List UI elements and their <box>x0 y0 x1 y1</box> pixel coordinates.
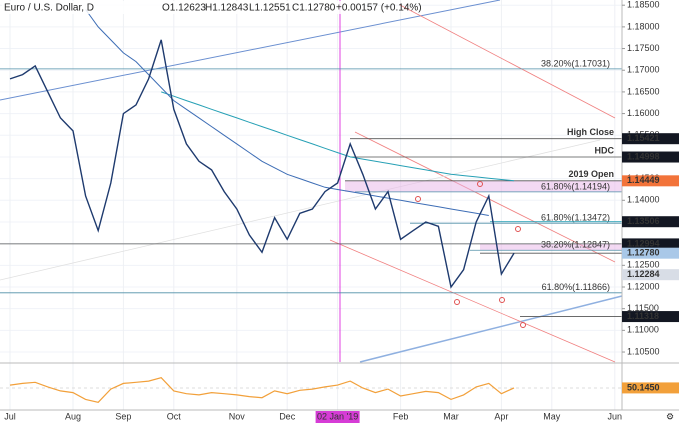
ohlc-low: L1.12551 <box>249 3 291 14</box>
y-tick-label: 1.16000 <box>627 108 660 118</box>
x-tick-label: Oct <box>167 411 182 421</box>
x-tick-label: Mar <box>443 411 459 421</box>
price-tag-label: 1.12994 <box>627 238 660 248</box>
rsi-line <box>9 377 515 403</box>
zone-band <box>345 180 622 192</box>
fib-label: 61.80%(1.11866) <box>542 282 610 292</box>
fib-label: 38.20%(1.17031) <box>541 58 610 68</box>
trend-line <box>0 0 501 101</box>
x-tick-label: May <box>543 411 561 421</box>
price-tag-label: 1.14449 <box>627 175 660 185</box>
x-tick-label: 02 Jan '19 <box>317 411 358 421</box>
level-label: HDC <box>595 145 615 155</box>
price-tag <box>622 151 679 163</box>
price-tag-label: 1.14998 <box>627 151 660 161</box>
chart-title: Euro / U.S. Dollar, D <box>4 3 94 14</box>
pivot-marker <box>515 226 521 232</box>
ohlc-change: +0.00157 (+0.14%) <box>336 3 422 14</box>
price-tag-label: 1.13506 <box>627 216 660 226</box>
pivot-marker <box>520 322 526 328</box>
x-tick-label: Aug <box>65 411 81 421</box>
price-tag-label: 1.11318 <box>627 311 659 321</box>
x-tick-label: Feb <box>393 411 409 421</box>
price-tag <box>622 238 679 250</box>
header-bg <box>2 1 362 14</box>
x-tick-label: Sep <box>115 411 131 421</box>
moving-average <box>161 91 515 182</box>
rsi-tag-label: 50.1450 <box>627 382 660 392</box>
price-axis <box>622 0 679 423</box>
fib-label: 38.20%(1.12847) <box>541 240 610 250</box>
price-tag-label: 1.12284 <box>627 269 660 279</box>
trend-line <box>359 295 623 363</box>
y-tick-label: 1.14000 <box>627 195 660 205</box>
level-label: 2019 Open <box>568 169 614 179</box>
levels: 38.20%(1.17031) 61.80%(1.14194) 61.80%(1.1… <box>0 58 622 317</box>
price-tag <box>622 175 679 187</box>
grid <box>0 0 622 410</box>
price-tag <box>622 133 679 145</box>
price-tag <box>622 311 679 323</box>
channel-line <box>354 131 616 263</box>
ohlc-high: H1.12843 <box>205 3 249 14</box>
x-label-highlight <box>315 411 360 423</box>
x-tick-label: Apr <box>494 411 508 421</box>
y-tick-label: 1.18000 <box>627 21 660 31</box>
price-tag <box>622 247 679 259</box>
axis: 1.105001.110001.115001.120001.125001.130… <box>4 0 679 423</box>
settings-icon[interactable]: ⚙ <box>666 411 674 421</box>
pivot-marker <box>477 181 483 187</box>
ohlc-close: C1.12780 <box>292 3 336 14</box>
y-tick-label: 1.12000 <box>627 281 660 291</box>
rsi-tag <box>622 382 679 394</box>
x-tick-label: Nov <box>229 411 246 421</box>
x-tick-label: Dec <box>279 411 296 421</box>
y-tick-label: 1.17500 <box>627 43 660 53</box>
price-tag-label: 1.12780 <box>627 248 660 258</box>
x-tick-label: Jul <box>4 411 16 421</box>
pivot-marker <box>454 299 460 305</box>
y-tick-label: 1.12500 <box>627 260 660 270</box>
y-tick-label: 1.17000 <box>627 65 660 75</box>
price-tag-label: 1.15421 <box>627 133 660 143</box>
y-tick-label: 1.16500 <box>627 86 660 96</box>
ohlc-open: O1.12623 <box>162 3 206 14</box>
channel-line <box>329 239 616 363</box>
y-tick-label: 1.18500 <box>627 0 660 10</box>
y-tick-label: 1.11500 <box>627 303 659 313</box>
pivot-marker <box>499 297 505 303</box>
fib-label: 61.80%(1.13472) <box>541 213 610 223</box>
x-tick-label: Jun <box>608 411 623 421</box>
price-line <box>9 39 515 289</box>
level-label: High Close <box>567 127 614 137</box>
zone-band <box>480 243 622 251</box>
price-tag <box>622 269 679 281</box>
fib-label: 61.80%(1.14194) <box>541 181 610 191</box>
y-tick-label: 1.11000 <box>627 325 659 335</box>
channel-line <box>399 4 616 119</box>
y-tick-label: 1.10500 <box>627 346 660 356</box>
trend-line <box>0 139 601 281</box>
moving-average <box>85 9 489 216</box>
pivot-marker <box>415 196 421 202</box>
plot <box>0 9 622 403</box>
price-tag <box>622 216 679 228</box>
